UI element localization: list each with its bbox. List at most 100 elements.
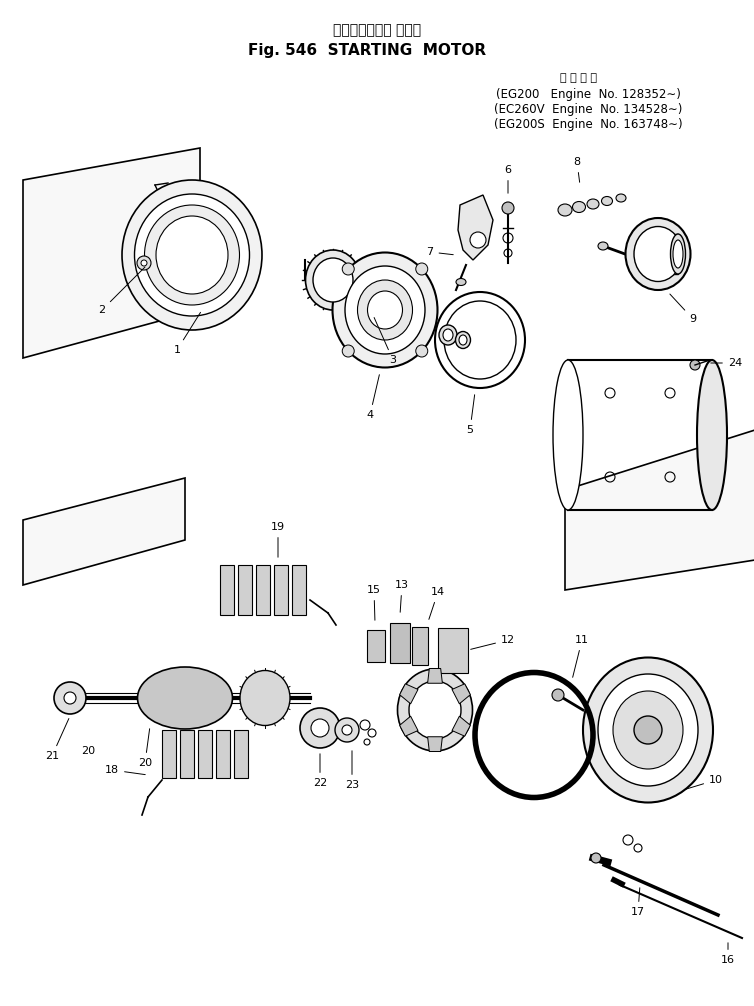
- Ellipse shape: [673, 240, 683, 268]
- Circle shape: [415, 345, 428, 357]
- Ellipse shape: [602, 196, 612, 205]
- Text: スターティング モータ: スターティング モータ: [333, 23, 421, 37]
- Ellipse shape: [357, 280, 412, 340]
- Text: 14: 14: [429, 586, 445, 620]
- Circle shape: [335, 718, 359, 742]
- Text: 18: 18: [105, 765, 146, 775]
- Text: 19: 19: [271, 522, 285, 557]
- Ellipse shape: [587, 199, 599, 209]
- Bar: [274, 565, 288, 615]
- Ellipse shape: [444, 301, 516, 379]
- Text: 20: 20: [138, 728, 152, 768]
- Ellipse shape: [583, 658, 713, 803]
- Text: 13: 13: [395, 580, 409, 613]
- Circle shape: [342, 725, 352, 735]
- Bar: [180, 730, 194, 778]
- Polygon shape: [23, 478, 185, 585]
- Text: 適 用 号 機: 適 用 号 機: [559, 73, 596, 83]
- Bar: [390, 623, 410, 663]
- Polygon shape: [400, 684, 418, 704]
- Text: 7: 7: [427, 247, 453, 257]
- Ellipse shape: [670, 234, 685, 274]
- Ellipse shape: [435, 292, 525, 388]
- Text: Fig. 546  STARTING  MOTOR: Fig. 546 STARTING MOTOR: [248, 42, 486, 57]
- Circle shape: [342, 263, 354, 275]
- Bar: [412, 627, 428, 665]
- Ellipse shape: [455, 332, 470, 348]
- Ellipse shape: [240, 671, 290, 725]
- Ellipse shape: [313, 258, 353, 302]
- Ellipse shape: [333, 253, 437, 367]
- Text: 16: 16: [721, 943, 735, 965]
- Text: 1: 1: [173, 312, 201, 355]
- Circle shape: [415, 263, 428, 275]
- Circle shape: [634, 716, 662, 744]
- Circle shape: [54, 682, 86, 714]
- Text: (EG200S  Engine  No. 163748∼): (EG200S Engine No. 163748∼): [494, 118, 682, 131]
- Polygon shape: [428, 668, 443, 683]
- Ellipse shape: [697, 360, 727, 510]
- Text: 15: 15: [367, 585, 381, 621]
- Ellipse shape: [122, 180, 262, 330]
- Text: 2: 2: [99, 267, 145, 315]
- Bar: [438, 628, 468, 673]
- Circle shape: [311, 719, 329, 737]
- Text: 24: 24: [711, 358, 742, 368]
- Ellipse shape: [409, 681, 461, 739]
- Ellipse shape: [553, 360, 583, 510]
- Bar: [238, 565, 252, 615]
- Ellipse shape: [572, 201, 586, 212]
- Bar: [220, 565, 234, 615]
- Ellipse shape: [134, 194, 250, 316]
- Ellipse shape: [598, 674, 698, 786]
- Ellipse shape: [305, 250, 360, 310]
- Ellipse shape: [459, 335, 467, 345]
- Ellipse shape: [367, 291, 403, 329]
- Ellipse shape: [456, 279, 466, 286]
- Ellipse shape: [156, 216, 228, 294]
- Text: 20: 20: [81, 746, 95, 756]
- Bar: [648, 234, 678, 274]
- Bar: [162, 730, 176, 778]
- Ellipse shape: [145, 205, 240, 305]
- Polygon shape: [565, 430, 754, 590]
- Polygon shape: [458, 195, 493, 260]
- Text: 3: 3: [374, 318, 397, 365]
- Bar: [234, 730, 248, 778]
- Ellipse shape: [598, 242, 608, 250]
- Polygon shape: [428, 736, 443, 751]
- Text: (EG200   Engine  No. 128352∼): (EG200 Engine No. 128352∼): [495, 88, 680, 101]
- Circle shape: [690, 360, 700, 370]
- Ellipse shape: [345, 266, 425, 354]
- Bar: [292, 565, 306, 615]
- Text: 17: 17: [631, 887, 645, 917]
- Circle shape: [470, 232, 486, 248]
- Bar: [256, 565, 270, 615]
- Circle shape: [552, 689, 564, 701]
- Text: 5: 5: [467, 394, 474, 435]
- Text: 10: 10: [685, 775, 723, 789]
- Circle shape: [64, 692, 76, 704]
- Circle shape: [300, 708, 340, 748]
- Text: 8: 8: [574, 157, 581, 182]
- Text: (EC260V  Engine  No. 134528∼): (EC260V Engine No. 134528∼): [494, 103, 682, 116]
- Bar: [216, 730, 230, 778]
- Polygon shape: [452, 684, 470, 704]
- Bar: [367, 630, 385, 662]
- Ellipse shape: [397, 669, 473, 751]
- Circle shape: [591, 853, 601, 863]
- Ellipse shape: [443, 329, 453, 341]
- Text: 9: 9: [670, 294, 697, 324]
- Text: 12: 12: [470, 635, 515, 649]
- Circle shape: [137, 256, 151, 270]
- Text: 6: 6: [504, 165, 511, 193]
- Ellipse shape: [634, 226, 682, 282]
- Circle shape: [342, 345, 354, 357]
- Ellipse shape: [558, 204, 572, 216]
- Ellipse shape: [613, 691, 683, 769]
- Ellipse shape: [626, 218, 691, 290]
- Text: 11: 11: [573, 635, 589, 677]
- Polygon shape: [400, 716, 418, 736]
- Circle shape: [502, 202, 514, 214]
- Text: 4: 4: [366, 374, 379, 420]
